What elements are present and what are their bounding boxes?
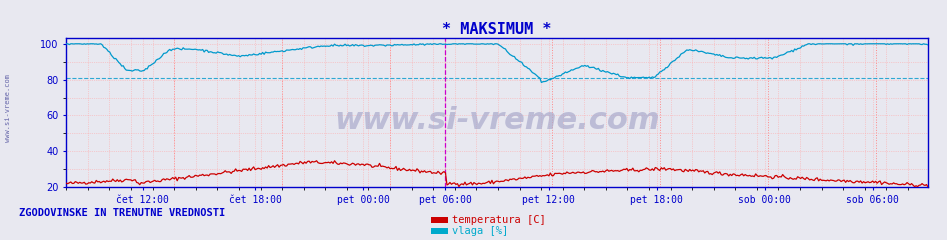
- Text: vlaga [%]: vlaga [%]: [452, 226, 508, 236]
- Bar: [431, 217, 448, 223]
- Text: www.si-vreme.com: www.si-vreme.com: [334, 106, 660, 135]
- Text: ZGODOVINSKE IN TRENUTNE VREDNOSTI: ZGODOVINSKE IN TRENUTNE VREDNOSTI: [19, 208, 225, 218]
- Title: * MAKSIMUM *: * MAKSIMUM *: [442, 22, 552, 37]
- Bar: [431, 228, 448, 234]
- Text: temperatura [C]: temperatura [C]: [452, 215, 545, 225]
- Text: www.si-vreme.com: www.si-vreme.com: [5, 74, 10, 142]
